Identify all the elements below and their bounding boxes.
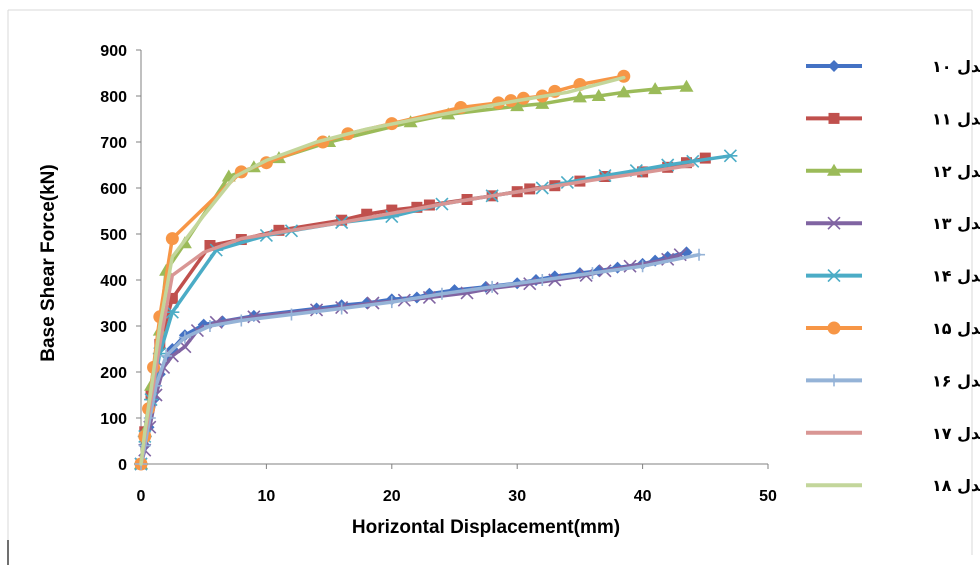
data-point-plus [536,274,549,286]
x-tick-label: 50 [759,488,777,505]
data-point-square [828,112,840,124]
legend-label: مدل ۱۴ [932,267,980,286]
legend-item: مدل ۱۱ [806,109,980,128]
y-tick-label: 800 [100,89,127,106]
data-point-circle [165,232,179,246]
y-tick-label: 0 [118,457,127,474]
legend-label: مدل ۱۰ [932,57,980,76]
data-point-plus [160,349,173,362]
data-point-plus [693,248,706,261]
series-8 [139,75,626,466]
data-point-star [165,305,180,319]
legend-label: مدل ۱۱ [932,109,980,128]
data-point-triangle [616,85,631,98]
series-7 [139,163,695,466]
plot-area: 0 100 200 300 400 500 600 700 800 900 0 10 20 30 40 50 [100,43,777,505]
data-point-triangle [591,89,606,101]
data-point-plus [235,314,248,327]
series-line [139,75,626,466]
data-point-circle [827,321,841,335]
data-point-plus [486,280,499,293]
data-point-plus [385,296,398,309]
y-tick-label: 600 [100,181,127,198]
data-point-square [361,208,373,220]
legend-item: مدل ۱۶ [806,371,980,390]
data-point-square [273,224,285,236]
legend-label: مدل ۱۷ [932,424,980,443]
legend-label: مدل ۱۳ [932,214,980,233]
y-axis-title: Base Shear Force(kN) [38,164,59,361]
y-tick-label: 900 [100,43,127,60]
data-point-plus [335,302,348,315]
y-tick-label: 400 [100,273,127,290]
data-point-triangle [572,90,587,103]
data-point-plus [203,320,216,332]
x-tick-label: 40 [634,488,652,505]
data-point-square [386,204,398,216]
data-point-plus [285,308,298,321]
x-tick-label: 10 [258,488,276,505]
data-point-triangle [827,163,841,176]
series-layer [134,69,738,471]
y-tick-label: 200 [100,365,127,382]
y-tick-label: 300 [100,319,127,336]
x-tick-label: 0 [137,488,146,505]
legend: مدل ۱۰ مدل ۱۱ مدل ۱۲ مدل ۱۳ مدل ۱۴ مدل ۱۵ مدل … [806,57,980,495]
x-axis-title: Horizontal Displacement(mm) [352,517,620,538]
legend-item: مدل ۱۷ [806,424,980,443]
data-point-plus [178,331,191,344]
legend-label: مدل ۱۶ [932,371,980,390]
data-point-square [204,240,216,251]
data-point-square [336,214,348,226]
y-axis-ticks: 0 100 200 300 400 500 600 700 800 900 [100,43,141,474]
legend-item: مدل ۱۸ [806,476,980,495]
data-point-triangle [535,96,550,109]
legend-item: مدل ۱۴ [806,267,980,286]
data-point-triangle [648,82,663,95]
legend-item: مدل ۱۲ [806,162,980,181]
data-point-plus [636,260,649,273]
x-axis-ticks: 0 10 20 30 40 50 [137,464,777,505]
data-point-plus [586,267,599,280]
data-point-triangle [679,79,694,92]
legend-item: مدل ۱۳ [806,214,980,233]
legend-label: مدل ۱۵ [932,319,980,338]
data-point-square [166,292,178,304]
y-tick-label: 700 [100,135,127,152]
data-point-triangle [510,99,525,112]
legend-item: مدل ۱۰ [806,57,980,76]
series-line [139,163,695,466]
data-point-plus [828,374,840,387]
y-tick-label: 100 [100,411,127,428]
x-tick-label: 30 [508,488,526,505]
data-point-star [723,149,738,163]
x-tick-label: 20 [383,488,401,505]
data-point-plus [435,287,448,300]
legend-item: مدل ۱۵ [806,319,980,338]
data-point-star [827,269,841,283]
legend-label: مدل ۱۲ [932,162,980,181]
data-point-diamond [828,60,840,72]
y-tick-label: 500 [100,227,127,244]
legend-label: مدل ۱۸ [932,476,980,495]
series-6 [135,248,706,470]
data-point-x [827,216,841,230]
